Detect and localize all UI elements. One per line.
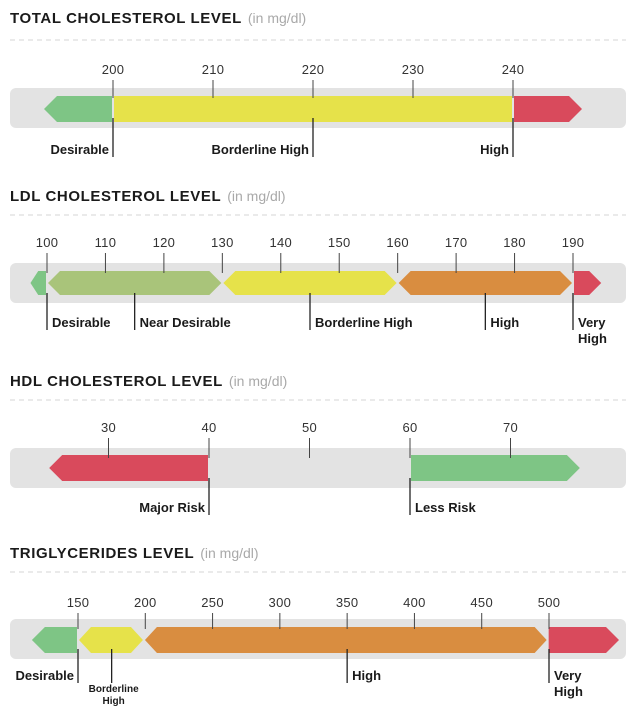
category-label: Borderline High <box>89 684 139 707</box>
category-label: High <box>480 142 509 157</box>
category-label: Near Desirable <box>140 315 231 330</box>
category-label: Borderline High <box>315 315 413 330</box>
range-segment-green <box>31 627 77 653</box>
panel-title: HDL CHOLESTEROL LEVEL (in mg/dl) <box>10 373 287 390</box>
tick-label: 30 <box>101 420 116 435</box>
tick-label: 170 <box>445 235 468 250</box>
category-label: High <box>490 315 519 330</box>
category-label: Very High <box>554 668 583 699</box>
category-label-line: High <box>480 142 509 157</box>
category-label-line: High <box>578 331 607 346</box>
category-label: High <box>352 668 381 683</box>
category-label: Desirable <box>15 668 74 683</box>
tick-label: 240 <box>502 62 525 77</box>
tick-label: 110 <box>95 235 117 250</box>
category-label-line: Near Desirable <box>140 315 231 330</box>
panel-title-unit: (in mg/dl) <box>227 188 285 204</box>
panel-title-unit: (in mg/dl) <box>229 373 287 389</box>
tick-label: 210 <box>202 62 225 77</box>
panel-title-unit: (in mg/dl) <box>248 10 306 26</box>
category-label-line: High <box>490 315 519 330</box>
panel-2: LDL CHOLESTEROL LEVEL (in mg/dl) 100 110 120… <box>10 188 626 346</box>
category-label-line: Desirable <box>15 668 74 683</box>
tick-label: 160 <box>386 235 409 250</box>
tick-label: 250 <box>201 595 224 610</box>
tick-label: 200 <box>102 62 125 77</box>
category-label-line: High <box>352 668 381 683</box>
category-label: Desirable <box>52 315 111 330</box>
range-segment-yellow <box>79 627 143 653</box>
tick-label: 350 <box>336 595 359 610</box>
range-segment-green <box>30 271 46 295</box>
tick-label: 190 <box>562 235 585 250</box>
category-label-line: Less Risk <box>415 500 476 515</box>
tick-label: 500 <box>538 595 561 610</box>
panel-4: TRIGLYCERIDES LEVEL (in mg/dl) 150 200 250 30… <box>10 545 626 707</box>
category-label-line: Desirable <box>52 315 111 330</box>
tick-label: 70 <box>503 420 518 435</box>
range-segment-lime <box>48 271 222 295</box>
tick-label: 230 <box>402 62 425 77</box>
tick-label: 150 <box>67 595 90 610</box>
category-label-line: Borderline <box>89 684 139 695</box>
tick-label: 450 <box>470 595 493 610</box>
tick-label: 200 <box>134 595 157 610</box>
range-segment-yellow <box>223 271 397 295</box>
category-label-line: Borderline High <box>211 142 309 157</box>
category-label-line: Major Risk <box>139 500 206 515</box>
category-label: Major Risk <box>139 500 206 515</box>
panel-title-text: LDL CHOLESTEROL LEVEL <box>10 188 221 205</box>
tick-label: 130 <box>211 235 234 250</box>
tick-label: 50 <box>302 420 317 435</box>
range-segment-orange <box>398 271 572 295</box>
panel-title-unit: (in mg/dl) <box>200 545 258 561</box>
panel-title: LDL CHOLESTEROL LEVEL (in mg/dl) <box>10 188 286 205</box>
panel-title-text: HDL CHOLESTEROL LEVEL <box>10 373 223 390</box>
panel-title-text: TOTAL CHOLESTEROL LEVEL <box>10 10 242 27</box>
tick-label: 140 <box>269 235 292 250</box>
range-segment-red <box>49 455 209 481</box>
tick-label: 300 <box>269 595 292 610</box>
tick-label: 220 <box>302 62 325 77</box>
panel-1: TOTAL CHOLESTEROL LEVEL (in mg/dl) 200 210 2… <box>10 10 626 157</box>
tick-label: 150 <box>328 235 351 250</box>
range-segment-yellow <box>114 96 512 122</box>
tick-label: 100 <box>36 235 59 250</box>
category-label-line: Desirable <box>50 142 109 157</box>
range-segment-green <box>411 455 580 481</box>
tick-label: 180 <box>503 235 526 250</box>
category-label: Desirable <box>50 142 109 157</box>
tick-label: 400 <box>403 595 426 610</box>
range-segment-orange <box>144 627 547 653</box>
tick-label: 40 <box>201 420 216 435</box>
category-label-line: Borderline High <box>315 315 413 330</box>
category-label-line: High <box>554 684 583 699</box>
panel-3: HDL CHOLESTEROL LEVEL (in mg/dl) 30 40 50 60 7… <box>10 373 626 515</box>
range-segment-red <box>548 627 619 653</box>
tick-label: 60 <box>402 420 417 435</box>
panel-title: TRIGLYCERIDES LEVEL (in mg/dl) <box>10 545 259 562</box>
category-label-line: Very <box>554 668 582 683</box>
category-label-line: Very <box>578 315 606 330</box>
category-label: Less Risk <box>415 500 476 515</box>
tick-label: 120 <box>153 235 176 250</box>
range-segment-green <box>44 96 112 122</box>
range-segment-red <box>574 271 602 295</box>
panel-title: TOTAL CHOLESTEROL LEVEL (in mg/dl) <box>10 10 306 27</box>
range-segment-red <box>514 96 582 122</box>
category-label: Borderline High <box>211 142 309 157</box>
panel-title-text: TRIGLYCERIDES LEVEL <box>10 545 194 562</box>
category-label-line: High <box>103 696 125 707</box>
category-label: Very High <box>578 315 607 346</box>
